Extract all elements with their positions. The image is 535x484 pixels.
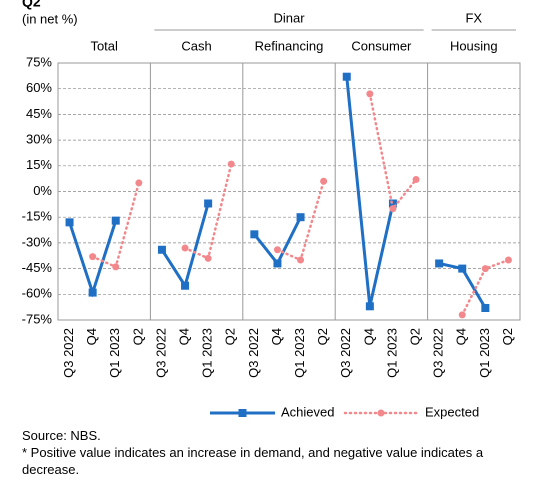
panel-title: Total xyxy=(90,38,118,53)
marker xyxy=(435,259,444,268)
marker xyxy=(481,265,489,273)
panel-title: Refinancing xyxy=(255,38,324,53)
marker xyxy=(365,302,374,311)
y-tick-label: -75% xyxy=(22,311,53,326)
marker xyxy=(112,263,120,271)
y-tick-label: -30% xyxy=(22,234,53,249)
x-tick-label: Q4 xyxy=(454,328,469,345)
marker xyxy=(366,90,374,98)
x-tick-label: Q4 xyxy=(84,328,99,345)
marker xyxy=(389,205,397,213)
y-tick-label: -60% xyxy=(22,286,53,301)
marker xyxy=(273,246,281,254)
x-tick-label: Q3 2022 xyxy=(431,328,446,378)
chart-title: Q2 xyxy=(22,0,41,10)
y-tick-label: 45% xyxy=(26,106,52,121)
source: Source: NBS. xyxy=(22,428,101,443)
y-tick-label: -45% xyxy=(22,260,53,275)
marker xyxy=(342,72,351,81)
y-tick-label: 30% xyxy=(26,132,52,147)
x-tick-label: Q3 2022 xyxy=(246,328,261,378)
x-tick-label: Q1 2023 xyxy=(107,328,122,378)
marker xyxy=(412,176,420,184)
marker xyxy=(320,177,328,185)
y-tick-label: 75% xyxy=(26,54,52,69)
x-tick-label: Q3 2022 xyxy=(61,328,76,378)
x-tick-label: Q2 xyxy=(315,328,330,345)
marker xyxy=(250,230,259,239)
chart: Q2 (in net %) 75% 60% 45% 30% 15% 0% -15% -30% -… xyxy=(22,0,521,419)
marker xyxy=(481,304,490,313)
x-tick-label: Q4 xyxy=(361,328,376,345)
marker xyxy=(273,259,282,268)
plot-frame xyxy=(57,62,521,321)
marker xyxy=(296,213,305,222)
marker xyxy=(65,218,74,227)
legend-label: Expected xyxy=(425,404,479,419)
panel-title: Housing xyxy=(450,38,498,53)
x-tick-label: Q4 xyxy=(269,328,284,345)
x-tick-label: Q2 xyxy=(130,328,145,345)
marker xyxy=(89,253,97,261)
marker xyxy=(157,245,166,254)
x-tick-label: Q3 2022 xyxy=(338,328,353,378)
footnotes: Source: NBS. * Positive value indicates … xyxy=(22,427,522,478)
panel-title: Cash xyxy=(181,38,211,53)
marker xyxy=(181,244,189,252)
x-tick-label: Q1 2023 xyxy=(200,328,215,378)
marker xyxy=(204,199,213,208)
marker xyxy=(458,264,467,273)
y-tick-label: 0% xyxy=(33,183,52,198)
marker xyxy=(181,281,190,290)
marker xyxy=(458,311,466,319)
marker xyxy=(204,254,212,262)
legend-marker xyxy=(377,409,385,417)
y-tick-label: -15% xyxy=(22,209,53,224)
note: * Positive value indicates an increase i… xyxy=(22,445,484,477)
group-label: FX xyxy=(465,10,482,25)
x-tick-label: Q1 2023 xyxy=(292,328,307,378)
marker xyxy=(388,199,397,208)
marker xyxy=(504,256,512,264)
marker xyxy=(88,288,97,297)
chart-subtitle: (in net %) xyxy=(22,11,78,26)
x-tick-label: Q1 2023 xyxy=(477,328,492,378)
x-tick-label: Q4 xyxy=(176,328,191,345)
legend-marker xyxy=(238,409,247,417)
series-line xyxy=(183,162,233,261)
x-tick-label: Q2 xyxy=(500,328,515,345)
panel-title: Consumer xyxy=(351,38,412,53)
marker xyxy=(297,256,305,264)
y-tick-label: 60% xyxy=(26,80,52,95)
y-tick-label: 15% xyxy=(26,157,52,172)
marker xyxy=(111,216,120,225)
x-tick-label: Q2 xyxy=(223,328,238,345)
x-tick-label: Q2 xyxy=(407,328,422,345)
series-line xyxy=(253,216,302,267)
legend-label: Achieved xyxy=(281,404,334,419)
group-label: Dinar xyxy=(273,10,305,25)
x-tick-label: Q3 2022 xyxy=(153,328,168,378)
marker xyxy=(227,160,235,168)
x-tick-label: Q1 2023 xyxy=(384,328,399,378)
marker xyxy=(135,179,143,187)
